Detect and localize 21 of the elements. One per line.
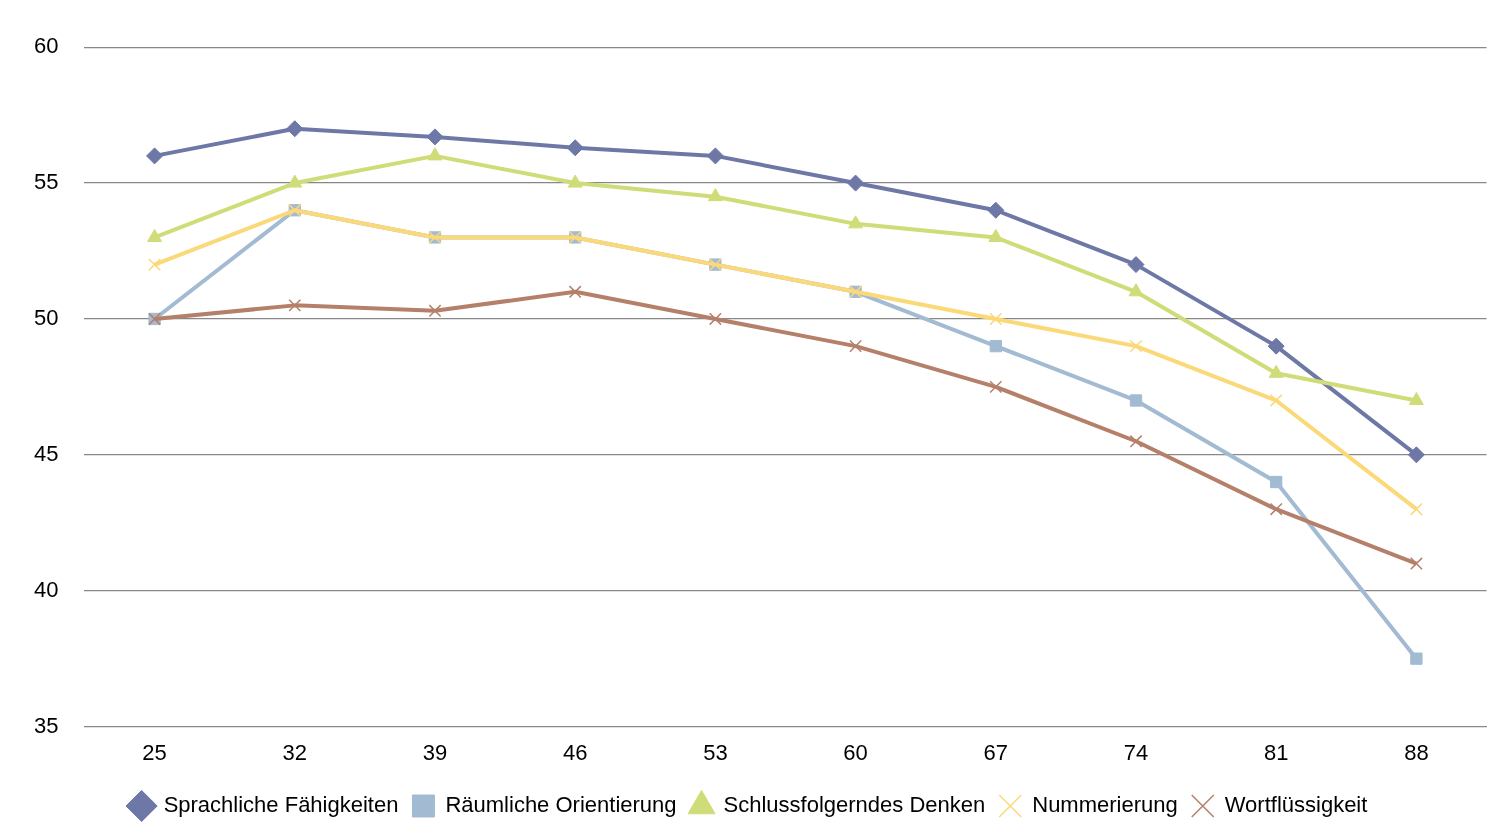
x-tick-label: 32 — [282, 739, 308, 765]
x-tick-label: 53 — [703, 739, 728, 765]
x-tick-label: 81 — [1263, 739, 1289, 765]
y-tick-label: 55 — [33, 169, 59, 195]
y-tick-label: 50 — [33, 305, 59, 331]
x-tick-label: 46 — [562, 739, 588, 765]
x-tick-label: 67 — [983, 739, 1009, 765]
legend-label: Räumliche Orientierung — [445, 792, 677, 818]
x-tick-label: 25 — [142, 739, 167, 765]
legend-label: Nummerierung — [1032, 792, 1178, 818]
y-tick-label: 60 — [33, 33, 59, 59]
y-tick-label: 35 — [33, 712, 59, 738]
x-tick-label: 74 — [1123, 739, 1149, 765]
x-tick-label: 60 — [843, 739, 868, 765]
legend-label: Schlussfolgerndes Denken — [723, 792, 986, 818]
x-tick-label: 39 — [422, 739, 448, 765]
y-tick-label: 45 — [33, 440, 59, 466]
x-tick-label: 88 — [1404, 739, 1429, 765]
y-tick-label: 40 — [33, 576, 59, 602]
legend-label: Wortflüssigkeit — [1224, 792, 1368, 818]
legend-label: Sprachliche Fähigkeiten — [163, 792, 399, 818]
